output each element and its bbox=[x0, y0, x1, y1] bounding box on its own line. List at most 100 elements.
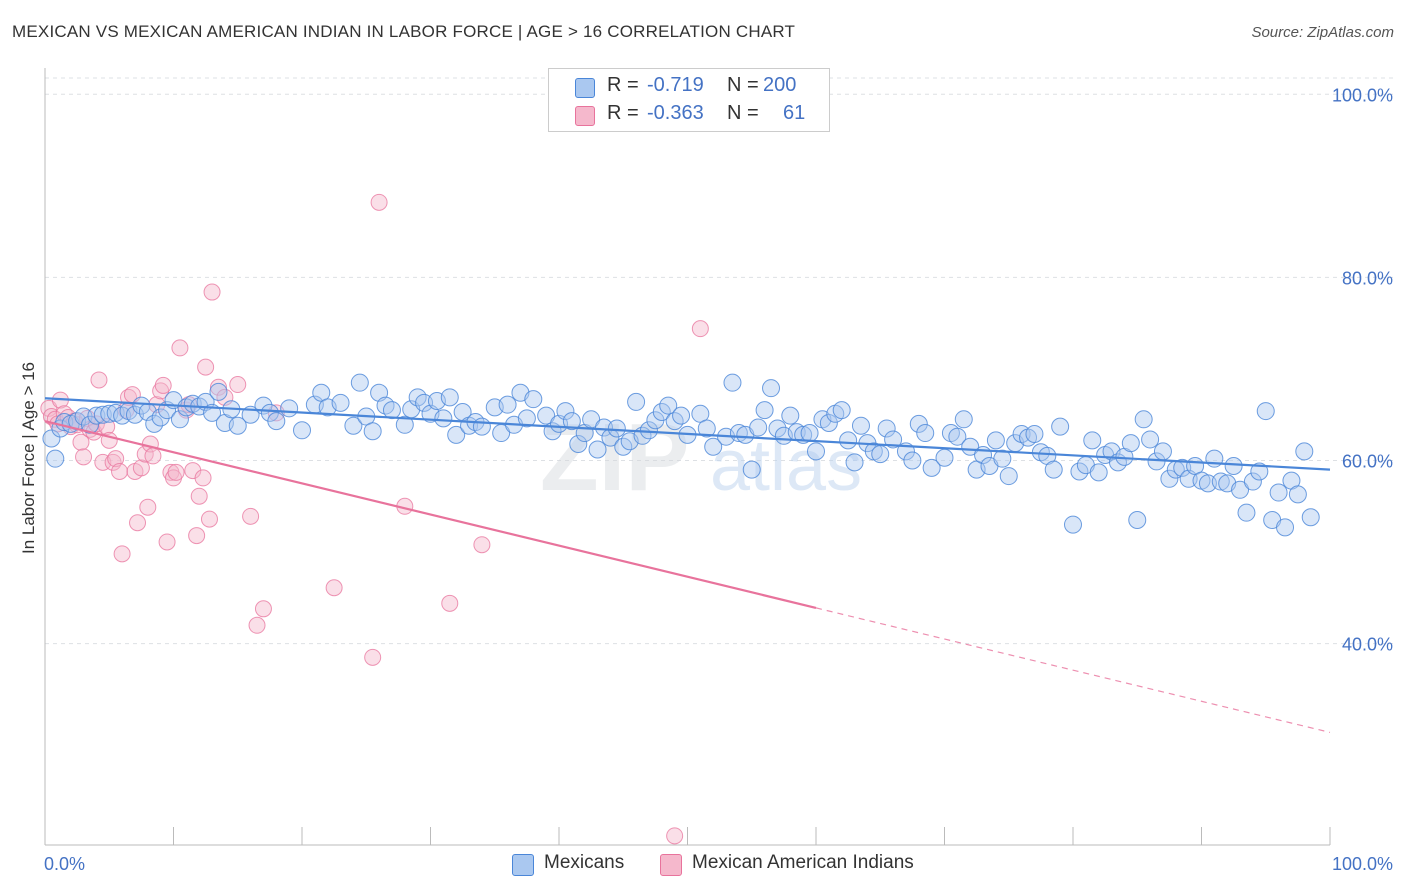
data-point bbox=[144, 447, 162, 465]
data-point bbox=[197, 358, 215, 376]
legend-n-label: N = bbox=[727, 74, 759, 96]
data-point bbox=[1064, 515, 1082, 534]
series-mexican-american-indians bbox=[40, 193, 709, 845]
data-point bbox=[248, 616, 266, 634]
bottom-legend-label-mexicans: Mexicans bbox=[544, 852, 625, 873]
chart-source: Source: ZipAtlas.com bbox=[1251, 24, 1394, 41]
data-point bbox=[607, 419, 626, 438]
legend-r-label: R = bbox=[607, 102, 639, 124]
data-point bbox=[562, 412, 581, 431]
data-point bbox=[42, 429, 61, 448]
y-tick-label: 40.0% bbox=[1342, 635, 1393, 655]
y-tick-label: 60.0% bbox=[1342, 452, 1393, 472]
data-point bbox=[1224, 456, 1243, 475]
data-point bbox=[1134, 410, 1153, 429]
trend-line-extension bbox=[815, 607, 1331, 733]
data-point bbox=[472, 417, 491, 436]
data-point bbox=[1089, 463, 1108, 482]
legend-r-label: R = bbox=[607, 74, 639, 96]
data-point bbox=[129, 514, 147, 532]
data-point bbox=[800, 424, 819, 443]
data-point bbox=[781, 406, 800, 425]
trend-lines bbox=[44, 397, 1331, 733]
data-point bbox=[832, 401, 851, 420]
watermark-zip: ZIP bbox=[540, 404, 689, 511]
axes bbox=[44, 68, 1331, 846]
data-point bbox=[111, 462, 129, 480]
data-point bbox=[755, 401, 774, 420]
legend-n-value: 200 bbox=[763, 74, 797, 96]
data-point bbox=[1256, 402, 1275, 421]
data-point bbox=[627, 392, 646, 411]
data-point bbox=[200, 510, 218, 528]
trend-line-mexican-american-indians bbox=[44, 420, 817, 609]
data-point bbox=[697, 419, 716, 438]
data-point bbox=[158, 533, 176, 551]
data-point bbox=[845, 453, 864, 472]
data-point bbox=[1301, 508, 1320, 527]
data-point bbox=[537, 406, 556, 425]
data-point bbox=[1044, 460, 1063, 479]
legend-n-value: 61 bbox=[783, 102, 806, 124]
data-point bbox=[376, 396, 395, 415]
data-point bbox=[999, 467, 1018, 486]
data-point bbox=[190, 487, 208, 505]
data-point bbox=[154, 376, 172, 394]
data-point bbox=[209, 378, 227, 396]
data-point bbox=[954, 410, 973, 429]
data-point bbox=[94, 453, 112, 471]
data-point bbox=[434, 409, 453, 428]
data-point bbox=[171, 339, 189, 357]
data-point bbox=[151, 408, 170, 427]
data-point bbox=[659, 396, 678, 415]
bottom-legend-swatch-blue bbox=[512, 854, 534, 876]
data-point bbox=[188, 527, 206, 545]
data-point bbox=[1083, 431, 1102, 450]
data-point bbox=[170, 410, 189, 429]
data-point bbox=[370, 193, 388, 211]
data-point bbox=[556, 402, 575, 421]
data-point bbox=[948, 427, 967, 446]
legend-swatch-blue bbox=[575, 78, 595, 98]
data-point bbox=[517, 409, 536, 428]
data-point bbox=[986, 431, 1005, 450]
data-point bbox=[280, 399, 299, 418]
data-point bbox=[107, 450, 125, 468]
data-point bbox=[903, 451, 922, 470]
data-point bbox=[1211, 472, 1230, 491]
data-point bbox=[762, 379, 781, 398]
data-point bbox=[350, 373, 369, 392]
data-point bbox=[877, 419, 896, 438]
grid-lines bbox=[45, 77, 1395, 645]
data-point bbox=[569, 435, 588, 454]
data-point bbox=[1269, 483, 1288, 502]
data-point bbox=[749, 418, 768, 437]
data-point bbox=[588, 440, 607, 459]
data-point bbox=[132, 396, 151, 415]
data-point bbox=[498, 395, 517, 414]
chart-title: MEXICAN VS MEXICAN AMERICAN INDIAN IN LA… bbox=[12, 22, 796, 41]
data-point bbox=[839, 431, 858, 450]
data-point bbox=[935, 448, 954, 467]
data-point bbox=[909, 414, 928, 433]
data-point bbox=[851, 416, 870, 435]
data-point bbox=[395, 415, 414, 434]
legend-swatch-pink bbox=[575, 106, 595, 126]
data-point bbox=[1231, 480, 1250, 499]
data-point bbox=[1250, 462, 1269, 481]
data-point bbox=[139, 498, 157, 516]
data-point bbox=[254, 600, 272, 618]
data-point bbox=[145, 414, 164, 433]
data-point bbox=[1276, 518, 1295, 537]
series-mexicans bbox=[42, 373, 1320, 537]
x-tick-label: 0.0% bbox=[44, 854, 85, 874]
tick-labels: 40.0% 60.0% 80.0% 100.0% 0.0% 100.0% bbox=[44, 85, 1393, 874]
legend-r-value: -0.363 bbox=[647, 102, 704, 124]
data-point bbox=[132, 459, 150, 477]
data-point bbox=[473, 536, 491, 554]
data-point bbox=[807, 442, 825, 461]
data-point bbox=[90, 371, 108, 389]
legend-r-value: -0.719 bbox=[647, 74, 704, 96]
data-point bbox=[293, 421, 311, 440]
